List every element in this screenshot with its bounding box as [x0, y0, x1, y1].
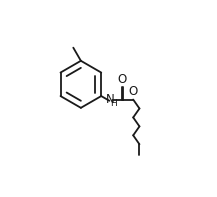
Text: N: N: [106, 93, 114, 106]
Text: O: O: [118, 73, 127, 86]
Text: H: H: [110, 99, 116, 108]
Text: O: O: [128, 85, 138, 98]
